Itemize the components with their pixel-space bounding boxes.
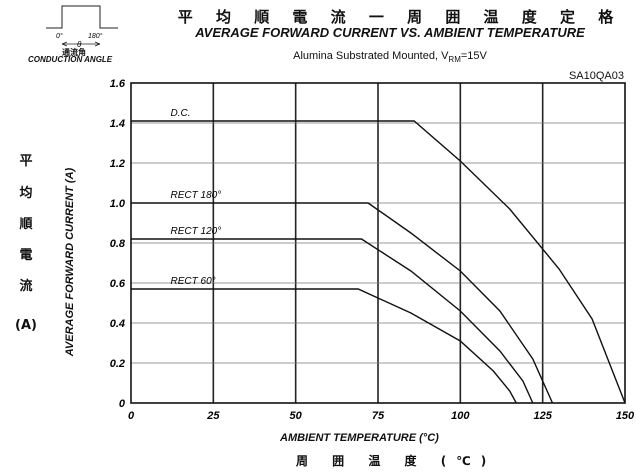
ylabel-chinese-2: 均	[19, 186, 33, 201]
y-tick-label: 0	[119, 398, 126, 410]
series-line	[131, 238, 534, 404]
subtitle-main: Alumina Substrated Mounted, V	[293, 50, 449, 62]
pulse-waveform	[46, 5, 118, 29]
x-axis-label-chinese: 周 囲 温 度 (℃)	[296, 454, 497, 468]
series-label: RECT 60°	[171, 276, 216, 287]
ylabel-chinese-1: 平	[19, 154, 33, 169]
conduction-angle-label: CONDUCTION ANGLE	[28, 55, 113, 64]
inset-theta: θ	[77, 40, 82, 49]
plot-frame	[130, 82, 626, 404]
series-line	[131, 120, 626, 404]
chart-title-chinese: 平 均 順 電 流 一 周 囲 温 度 定 格	[177, 8, 623, 26]
series-label: RECT 120°	[171, 226, 222, 237]
subtitle-tail: =15V	[460, 50, 487, 62]
conduction-angle-label-chinese: 通流角	[62, 48, 86, 57]
inset-tick-180: 180°	[88, 32, 103, 40]
chart-title: AVERAGE FORWARD CURRENT VS. AMBIENT TEMP…	[195, 25, 585, 40]
inset-tick-0: 0°	[56, 32, 63, 40]
y-tick-label: 1.0	[110, 198, 126, 210]
y-tick-label: 0.6	[110, 278, 126, 290]
y-tick-label: 0.2	[110, 358, 125, 370]
series-line	[131, 288, 517, 404]
y-tick-label: 1.6	[110, 78, 126, 90]
x-tick-label: 125	[533, 410, 552, 422]
series-label: D.C.	[171, 108, 191, 119]
x-axis-label: AMBIENT TEMPERATURE (°C)	[280, 432, 439, 444]
conduction-angle-inset: 0° 180° θ	[46, 5, 118, 49]
chart-subtitle: Alumina Substrated Mounted, VRM=15V	[190, 50, 590, 64]
x-tick-label: 0	[128, 410, 135, 422]
y-tick-label: 1.2	[110, 158, 125, 170]
x-tick-label: 75	[372, 410, 385, 422]
x-tick-label: 50	[290, 410, 303, 422]
x-tick-label: 100	[451, 410, 470, 422]
x-tick-label: 150	[616, 410, 635, 422]
ylabel-chinese-4: 電	[19, 248, 33, 263]
series-line	[131, 202, 554, 404]
y-tick-label: 0.4	[110, 318, 125, 330]
x-tick-label: 25	[206, 410, 220, 422]
ylabel-chinese-unit: (A)	[15, 318, 37, 333]
y-tick-label: 1.4	[110, 118, 125, 130]
series-label: RECT 180°	[171, 190, 222, 201]
subtitle-subscript: RM	[448, 55, 461, 65]
model-number: SA10QA03	[568, 70, 624, 82]
y-tick-label: 0.8	[110, 238, 126, 250]
inset-arrow	[61, 41, 101, 47]
ylabel-chinese-5: 流	[19, 279, 33, 294]
ylabel-chinese-3: 順	[19, 217, 33, 232]
